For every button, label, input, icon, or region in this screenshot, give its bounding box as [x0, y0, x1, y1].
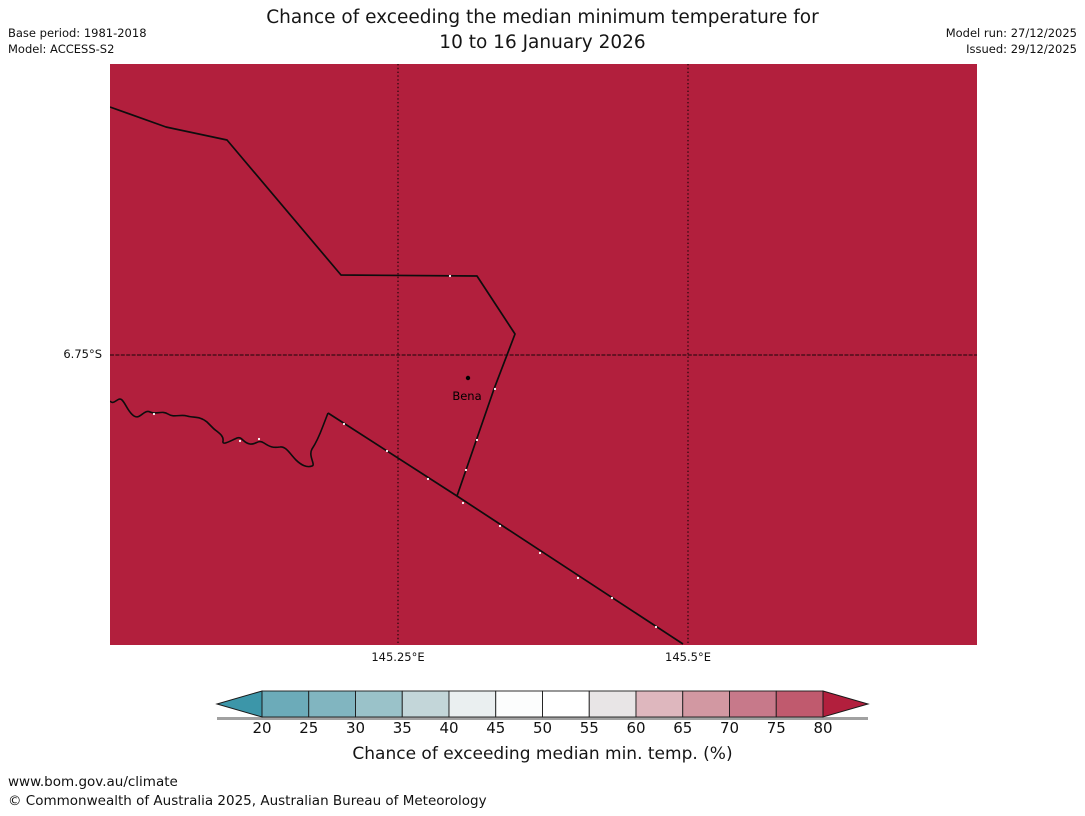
- colorbar-right-arrow: [822, 690, 870, 718]
- footer-copyright: © Commonwealth of Australia 2025, Austra…: [8, 793, 487, 809]
- colorbar-cell: [448, 690, 497, 718]
- boundary-line-diagonal: [327, 412, 684, 645]
- colorbar-cell: [542, 690, 590, 718]
- colorbar-tick-label: 50: [532, 719, 553, 737]
- colorbar-tick-label: 45: [486, 719, 506, 737]
- colorbar-cell: [775, 690, 824, 718]
- footer-url: www.bom.gov.au/climate: [8, 774, 178, 790]
- colorbar-left-arrow: [215, 690, 263, 718]
- colorbar-cell: [588, 690, 637, 718]
- colorbar-cell: [401, 690, 450, 718]
- lat-tick-label: 6.75°S: [63, 347, 102, 361]
- colorbar-tick-label: 25: [299, 719, 319, 737]
- metadata-top-right: Model run: 27/12/2025 Issued: 29/12/2025: [946, 25, 1077, 57]
- metadata-top-left: Base period: 1981-2018 Model: ACCESS-S2: [8, 25, 147, 57]
- colorbar-tick-label: 35: [392, 719, 412, 737]
- colorbar: [215, 690, 870, 720]
- town-label-bena: Bena: [452, 389, 482, 403]
- colorbar-cell: [308, 690, 356, 718]
- figure-title-line1: Chance of exceeding the median minimum t…: [266, 7, 819, 28]
- colorbar-tick-label: 20: [252, 719, 272, 737]
- base-period-text: Base period: 1981-2018: [8, 26, 147, 40]
- model-text: Model: ACCESS-S2: [8, 42, 115, 56]
- colorbar-cell: [729, 690, 777, 718]
- colorbar-cell: [261, 690, 310, 718]
- boundary-dash-marks: [152, 274, 658, 629]
- colorbar-tick-label: 70: [719, 719, 740, 737]
- colorbar-tick-label: 65: [673, 719, 693, 737]
- figure-title-line2: 10 to 16 January 2026: [439, 32, 646, 53]
- model-run-text: Model run: 27/12/2025: [945, 26, 1077, 40]
- colorbar-tick-label: 80: [813, 719, 833, 737]
- colorbar-tick-label: 60: [626, 719, 646, 737]
- colorbar-caption: Chance of exceeding median min. temp. (%…: [352, 744, 733, 764]
- colorbar-tick-label: 30: [345, 719, 366, 737]
- colorbar-tick-label: 55: [579, 719, 599, 737]
- river-line: [110, 398, 329, 468]
- colorbar-cell: [682, 690, 730, 718]
- figure-title: Chance of exceeding the median minimum t…: [0, 5, 1085, 55]
- map-canvas: Bena: [110, 64, 977, 645]
- colorbar-cells: [261, 690, 824, 718]
- colorbar-tick-label: 40: [439, 719, 459, 737]
- colorbar-shadow: [217, 717, 868, 720]
- colorbar-cell: [495, 690, 543, 718]
- boundary-line-north: [110, 106, 516, 497]
- issued-text: Issued: 29/12/2025: [966, 42, 1077, 56]
- map-linework: [110, 64, 977, 645]
- lon-tick-label-2: 145.5°E: [665, 650, 711, 664]
- colorbar-cell: [635, 690, 684, 718]
- colorbar-tick-label: 75: [766, 719, 786, 737]
- lon-tick-label-1: 145.25°E: [371, 650, 425, 664]
- colorbar-cell: [355, 690, 403, 718]
- town-marker-bena: [465, 375, 471, 381]
